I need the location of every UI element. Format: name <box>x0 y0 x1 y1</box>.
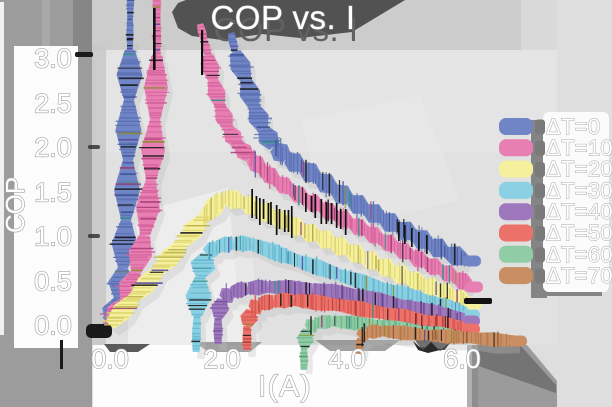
svg-text:ΔT=20: ΔT=20 <box>546 157 612 182</box>
svg-text:ΔT=60: ΔT=60 <box>546 242 612 267</box>
svg-text:3.0: 3.0 <box>34 44 72 74</box>
svg-text:ΔT=70: ΔT=70 <box>546 263 612 288</box>
svg-text:ΔT=40: ΔT=40 <box>546 199 612 224</box>
svg-text:ΔT=0: ΔT=0 <box>546 114 600 139</box>
svg-text:COP vs. I: COP vs. I <box>213 11 358 48</box>
svg-text:2.0: 2.0 <box>203 344 241 374</box>
svg-text:ΔT=30: ΔT=30 <box>546 178 612 203</box>
svg-text:ΔT=10: ΔT=10 <box>546 135 612 160</box>
svg-text:1.0: 1.0 <box>34 222 72 252</box>
svg-text:6.0: 6.0 <box>443 344 481 374</box>
svg-text:1.5: 1.5 <box>34 178 72 208</box>
svg-text:COP: COP <box>0 177 30 233</box>
svg-text:0.0: 0.0 <box>91 344 129 374</box>
svg-text:0.0: 0.0 <box>34 311 72 341</box>
svg-text:2.5: 2.5 <box>34 89 72 119</box>
svg-text:0.5: 0.5 <box>34 267 72 297</box>
svg-text:COP vs. I: COP vs. I <box>210 0 355 36</box>
svg-text:4.0: 4.0 <box>328 344 366 374</box>
svg-text:2.0: 2.0 <box>34 133 72 163</box>
svg-text:ΔT=50: ΔT=50 <box>546 221 612 246</box>
svg-text:I(A): I(A) <box>258 370 312 403</box>
